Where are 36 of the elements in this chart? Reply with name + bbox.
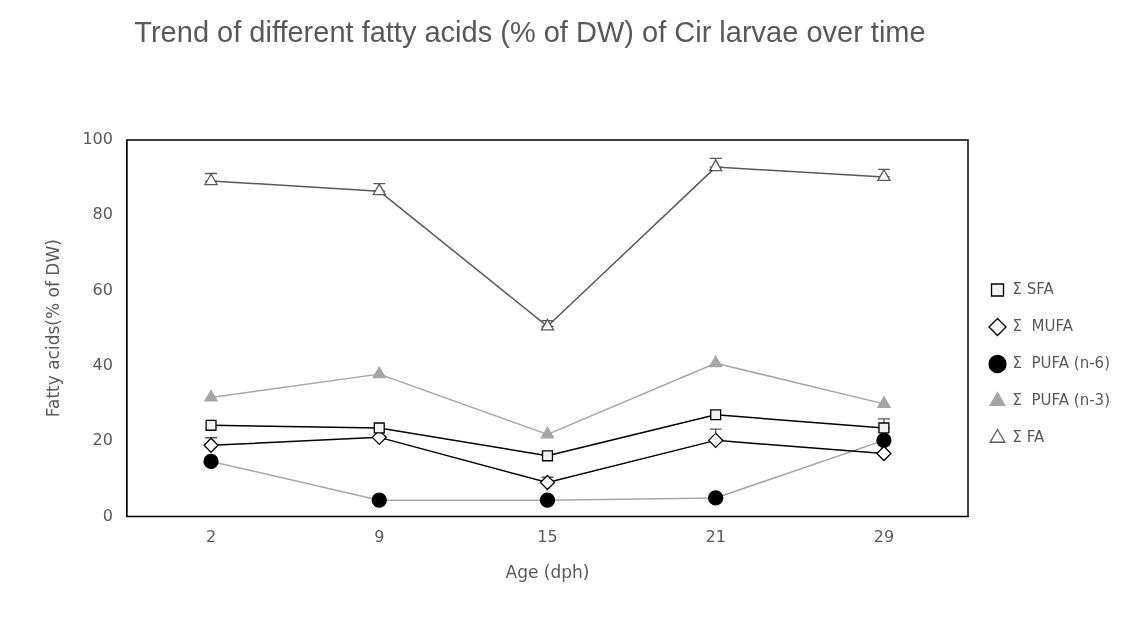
- point: [540, 426, 555, 439]
- y-tick-label: 20: [92, 430, 113, 450]
- point: [708, 355, 723, 368]
- legend-label: Σ SFA: [1012, 279, 1055, 298]
- point: [205, 419, 217, 431]
- point: [372, 183, 386, 196]
- point: [708, 432, 724, 449]
- y-tick-label: 80: [92, 204, 113, 224]
- point: [203, 437, 219, 453]
- legend-label: Σ MUFA: [1012, 316, 1074, 335]
- x-tick-label: 21: [705, 527, 726, 547]
- y-tick-label: 100: [82, 129, 113, 149]
- x-axis-title: Age (dph): [505, 562, 590, 583]
- point: [540, 318, 555, 331]
- legend-label: Σ FA: [1012, 427, 1046, 446]
- point: [373, 422, 385, 434]
- point: [878, 422, 890, 434]
- y-tick-label: 40: [92, 355, 113, 374]
- legend-label: Σ PUFA (n-6): [1012, 353, 1111, 372]
- point: [877, 396, 891, 409]
- point: [708, 159, 723, 172]
- point: [541, 450, 554, 462]
- y-tick-label: 60: [92, 279, 113, 299]
- point: [710, 409, 722, 421]
- point: [372, 366, 386, 379]
- point: [876, 445, 892, 462]
- legend-label: Σ PUFA (n-3): [1012, 390, 1111, 409]
- point: [204, 389, 218, 402]
- point: [539, 474, 556, 491]
- x-tick-label: 9: [374, 527, 385, 547]
- x-tick-label: 29: [873, 527, 895, 547]
- x-tick-label: 2: [205, 527, 217, 547]
- chart-title: Trend of different fatty acids (% of DW) of Cir larvae over time: [133, 15, 927, 50]
- y-tick-label: 0: [102, 505, 113, 525]
- x-tick-label: 15: [537, 527, 558, 547]
- y-axis-title: Fatty acids(% of DW): [42, 239, 63, 418]
